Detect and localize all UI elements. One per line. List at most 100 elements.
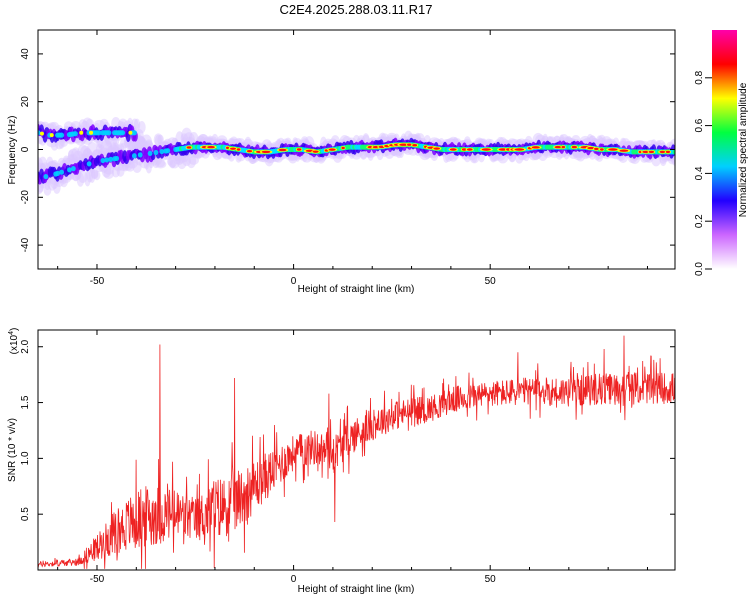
spectrogram-x-axis-label: Height of straight line (km) [298,284,415,295]
spectrogram-cell [229,147,237,150]
spectrogram-cell [137,152,143,158]
spectrogram-cell [165,148,171,154]
colorbar-tick-label: 0.4 [694,166,705,180]
colorbar-label: Normalized spectral amplitude [738,82,749,217]
spectrogram-cell [226,146,230,150]
spectrogram-cell [104,157,110,163]
spectrogram-cell [328,148,336,151]
spectrogram-cell [119,130,126,136]
spectrogram-cell [70,166,76,172]
spectrogram-heatmap [38,117,675,196]
spectrogram-cell [433,147,441,150]
snr-x-axis-label: Height of straight line (km) [298,584,415,595]
snr-y-scale-exp: 4 [8,331,15,335]
spectrogram-cell [261,150,271,154]
spectrogram-x-tick-label: 0 [291,276,297,287]
spectrogram-cell [599,148,604,151]
spectrogram-cell [587,146,595,150]
snr-y-scale-prefix: (x10 [9,334,20,354]
spectrogram-cell [103,168,115,179]
spectrogram-y-tick-label: -20 [20,190,31,205]
snr-y-tick-label: 0.5 [20,507,31,521]
colorbar-tick-label: 0.0 [694,262,705,276]
spectrogram-cell [312,150,319,153]
spectrogram-cell [672,149,675,155]
spectrogram-cell [128,130,133,135]
spectrogram-cell [466,148,473,151]
spectrogram-cell [608,148,618,151]
snr-series-line [38,335,675,569]
colorbar-tick-label: 0.2 [694,214,705,228]
spectrogram-cell [341,146,345,150]
spectrogram-cell [648,150,655,154]
spectrogram-cell [561,145,566,149]
colorbar-ticks: 0.0 0.2 0.4 0.6 0.8 [694,70,712,276]
spectrogram-cell [100,157,106,164]
spectrogram-cell [79,130,84,135]
spectrogram-cell [86,161,92,167]
spectrogram-cell [514,148,525,151]
spectrogram-cell [43,173,49,180]
spectrogram-y-tick-label: 0 [20,146,31,152]
spectrogram-cell [131,130,137,136]
spectrogram-x-tick-label: -50 [90,276,105,287]
spectrogram-y-tick-label: 20 [20,96,31,108]
snr-x-tick-label: -50 [90,574,105,585]
spectrogram-cell [137,121,146,134]
snr-frame [37,329,676,571]
spectrogram-cell [59,169,64,175]
snr-y-tick-label: 2.0 [20,339,31,353]
spectrogram-cell [131,153,137,159]
spectrogram-cell [67,167,72,173]
spectrogram-cell [159,148,165,155]
spectrogram-cell [207,145,215,149]
spectrogram-x-tick-label: 50 [485,276,497,287]
spectrogram-cell [153,149,159,156]
snr-y-axis-label: SNR (10 * v/v) [7,418,18,482]
snr-y-tick-label: 1.0 [20,451,31,465]
snr-y-tick-label: 1.5 [20,395,31,409]
spectrogram-cell [278,148,287,152]
spectrogram-cell [155,160,167,169]
spectrogram-cell [571,145,577,149]
spectrogram-cell [186,146,192,149]
colorbar-tick-label: 0.8 [694,70,705,84]
spectrogram-cell [554,145,562,149]
colorbar-tick-label: 0.6 [694,118,705,132]
spectrogram-y-tick-label: -40 [20,237,31,252]
spectrogram-cell [58,132,65,138]
spectrogram-panel: -50 0 50 -40 -20 0 20 40 Height of straight lin… [7,29,676,295]
spectrogram-cell [246,149,253,153]
spectrogram-y-axis-label: Frequency (Hz) [7,116,18,185]
spectrogram-cell [93,170,101,181]
spectrogram-cell [399,143,409,146]
spectrogram-cell [498,148,507,151]
spectrogram-cell [49,133,54,138]
colorbar-gradient [712,30,737,269]
spectrogram-cell [72,131,78,137]
snr-ticks: -50 0 50 0.5 1.0 1.5 2.0 [20,330,675,585]
spectrogram-cell [55,170,61,176]
spectrogram-cell [106,130,112,136]
spectrogram-cell [406,143,412,146]
spectrogram-y-tick-label: 40 [20,48,31,60]
spectrogram-cell [665,150,671,154]
snr-panel: -50 0 50 0.5 1.0 1.5 2.0 Height of straight li… [7,328,676,595]
snr-y-scale-close: ) [9,328,20,331]
colorbar: 0.0 0.2 0.4 0.6 0.8 Normalized spectral ampl… [694,30,749,276]
spectrogram-cell [412,143,418,147]
spectrogram-cell [659,150,666,154]
spectrogram-cell [114,155,120,162]
spectrogram-cell [89,130,94,135]
spectrogram-cell [642,150,650,154]
snr-x-tick-label: 0 [291,574,297,585]
spectrogram-cell [147,150,153,156]
spectrogram-cell [449,148,457,151]
spectrogram-cell [39,131,44,136]
spectrogram-cell [461,148,467,151]
spectrogram-cell [594,147,599,151]
spectrogram-cell [96,130,102,136]
spectrogram-cell [108,156,114,162]
